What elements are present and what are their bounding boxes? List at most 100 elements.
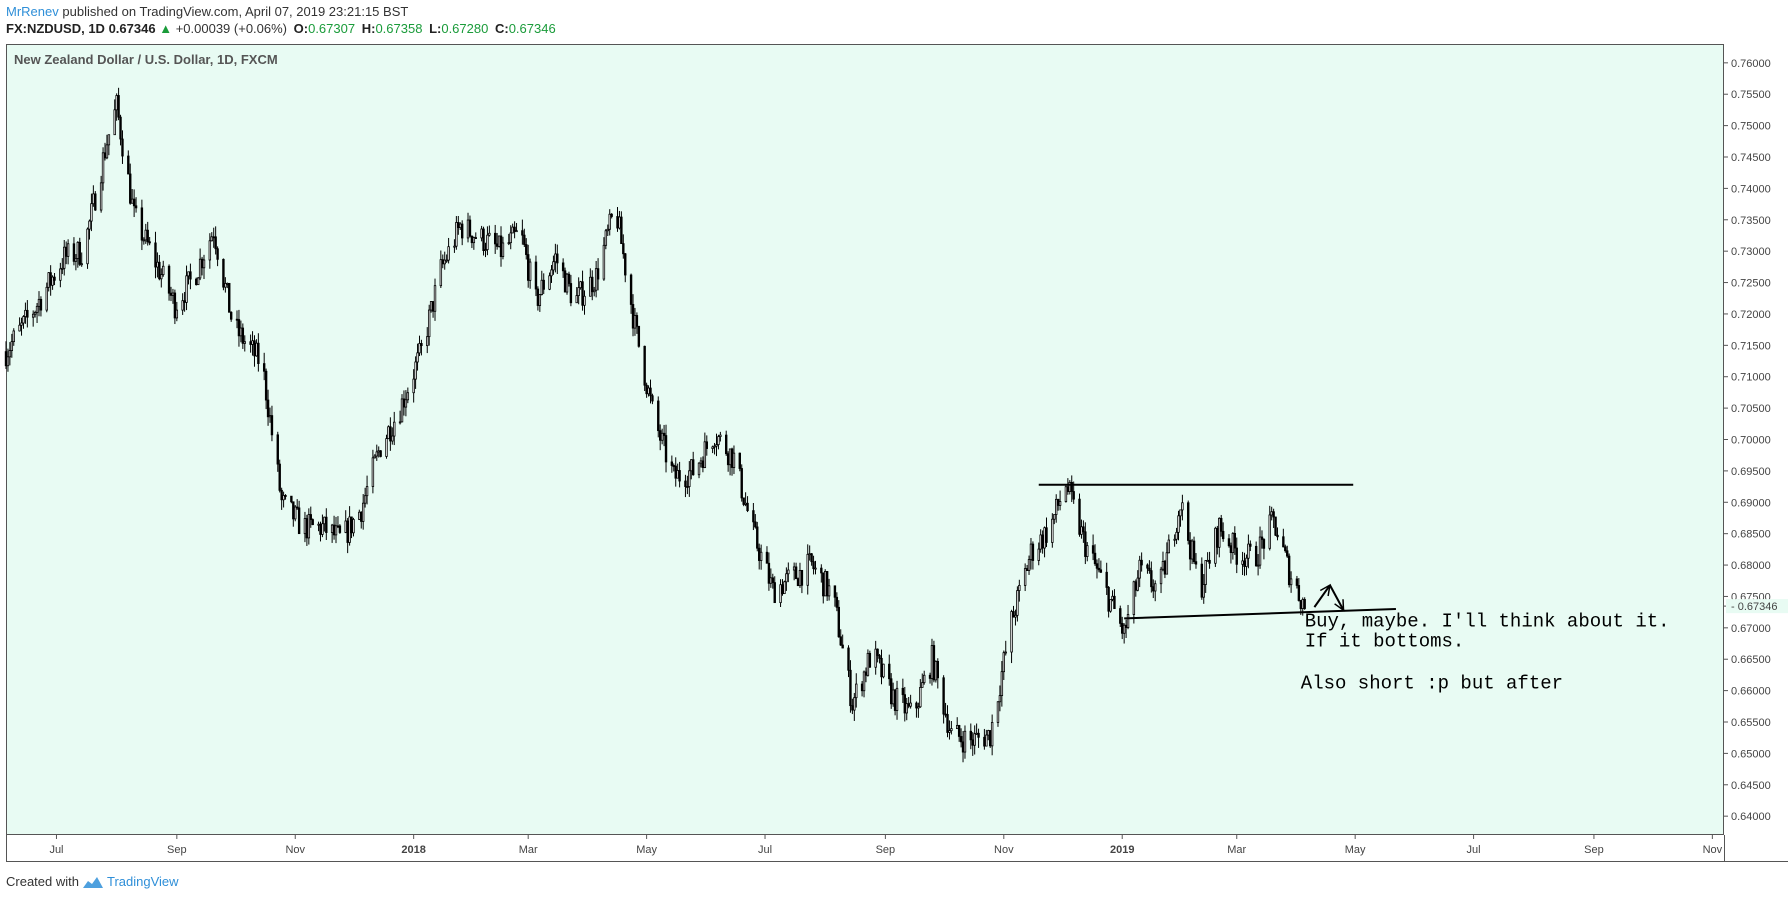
price-axis-area[interactable] <box>1724 44 1788 861</box>
candle-body <box>1270 511 1273 516</box>
candle-body <box>1247 543 1250 559</box>
candle-body <box>946 714 949 733</box>
candle-body <box>891 689 895 705</box>
candle-body <box>591 276 594 293</box>
candle-body <box>1097 567 1101 571</box>
candle-body <box>606 228 609 232</box>
candle-body <box>1220 517 1223 532</box>
candle-body <box>228 282 231 313</box>
high-label: H: <box>361 21 376 36</box>
candle-body <box>1202 584 1205 598</box>
candle-body <box>1138 559 1141 579</box>
candle-body <box>796 578 800 587</box>
candle-body <box>216 248 219 260</box>
candle-body <box>266 399 270 418</box>
candle-body <box>134 205 138 209</box>
candle-body <box>1299 600 1303 609</box>
candle-body <box>1235 547 1238 565</box>
candle-body <box>389 426 392 442</box>
candle-body <box>635 315 639 327</box>
candle-body <box>373 455 377 459</box>
candle-body <box>521 230 524 236</box>
candle-body <box>1200 563 1204 598</box>
candle-body <box>915 702 918 709</box>
candle-body <box>262 363 266 372</box>
y-tick-label: 0.70500 <box>1731 403 1771 415</box>
plot-background <box>6 44 1724 835</box>
candle-body <box>156 261 159 268</box>
candle-body <box>90 203 93 222</box>
candle-body <box>1245 557 1248 567</box>
candle-body <box>375 451 378 457</box>
candle-body <box>1066 486 1070 492</box>
author-link[interactable]: MrRenev <box>6 4 59 19</box>
candle-body <box>1121 622 1124 634</box>
candle-body <box>1000 671 1004 697</box>
candle-body <box>187 271 190 277</box>
candle-body <box>684 480 687 487</box>
y-tick-label: 0.75500 <box>1731 89 1771 101</box>
candle-body <box>175 309 179 319</box>
candle-body <box>657 400 660 432</box>
candle-body <box>515 230 518 233</box>
x-axis-area[interactable] <box>6 835 1724 861</box>
candle-body <box>550 269 553 277</box>
candle-body <box>726 453 730 466</box>
candle-body <box>1276 534 1279 538</box>
candle-body <box>140 207 144 241</box>
candle-body <box>1152 586 1155 592</box>
candle-body <box>583 295 586 306</box>
candle-body <box>882 663 885 678</box>
tradingview-logo-icon[interactable] <box>82 875 104 889</box>
candle-body <box>1109 599 1112 612</box>
publish-info: MrRenev published on TradingView.com, Ap… <box>6 4 408 20</box>
candle-body <box>824 571 827 597</box>
candle-body <box>292 501 295 520</box>
candle-body <box>33 312 37 315</box>
candle-body <box>1119 608 1122 624</box>
candle-body <box>794 566 798 580</box>
y-tick-label: 0.68500 <box>1731 529 1771 541</box>
candle-body <box>171 292 175 296</box>
candle-body <box>416 352 419 363</box>
candle-body <box>563 270 567 293</box>
candle-body <box>554 253 557 263</box>
candle-body <box>678 470 681 482</box>
low-value: 0.67280 <box>441 21 489 36</box>
candle-body <box>158 261 161 280</box>
candle-body <box>864 671 868 676</box>
arrow-down-head <box>1334 599 1345 612</box>
candle-body <box>132 198 136 207</box>
candle-body <box>426 336 429 347</box>
candle-body <box>833 585 837 598</box>
candle-body <box>703 441 707 468</box>
candle-body <box>1132 581 1136 615</box>
candle-body <box>307 514 311 539</box>
candle-body <box>391 435 394 442</box>
support-trendline <box>1124 608 1396 620</box>
candle-body <box>488 232 491 236</box>
last-price-text: 0.67346 <box>108 21 156 36</box>
candle-body <box>1122 624 1126 634</box>
x-tick-label: Nov <box>285 844 305 856</box>
candle-body <box>930 645 934 679</box>
tradingview-link[interactable]: TradingView <box>106 874 179 889</box>
candle-body <box>934 660 938 681</box>
candle-body <box>290 495 293 503</box>
candle-body <box>160 274 163 280</box>
candle-body <box>526 254 530 281</box>
candle-body <box>1093 552 1097 565</box>
arrow-up-line <box>1313 584 1331 608</box>
candle-body <box>851 705 854 711</box>
candle-body <box>602 244 606 280</box>
candle-body <box>20 322 23 326</box>
candle-body <box>468 219 472 237</box>
candle-body <box>542 279 545 290</box>
candle-body <box>429 301 433 311</box>
y-tick-label: 0.65000 <box>1731 748 1771 760</box>
candle-body <box>198 258 202 279</box>
candle-body <box>860 683 864 692</box>
candle-body <box>950 728 953 732</box>
candle-body <box>676 470 679 479</box>
